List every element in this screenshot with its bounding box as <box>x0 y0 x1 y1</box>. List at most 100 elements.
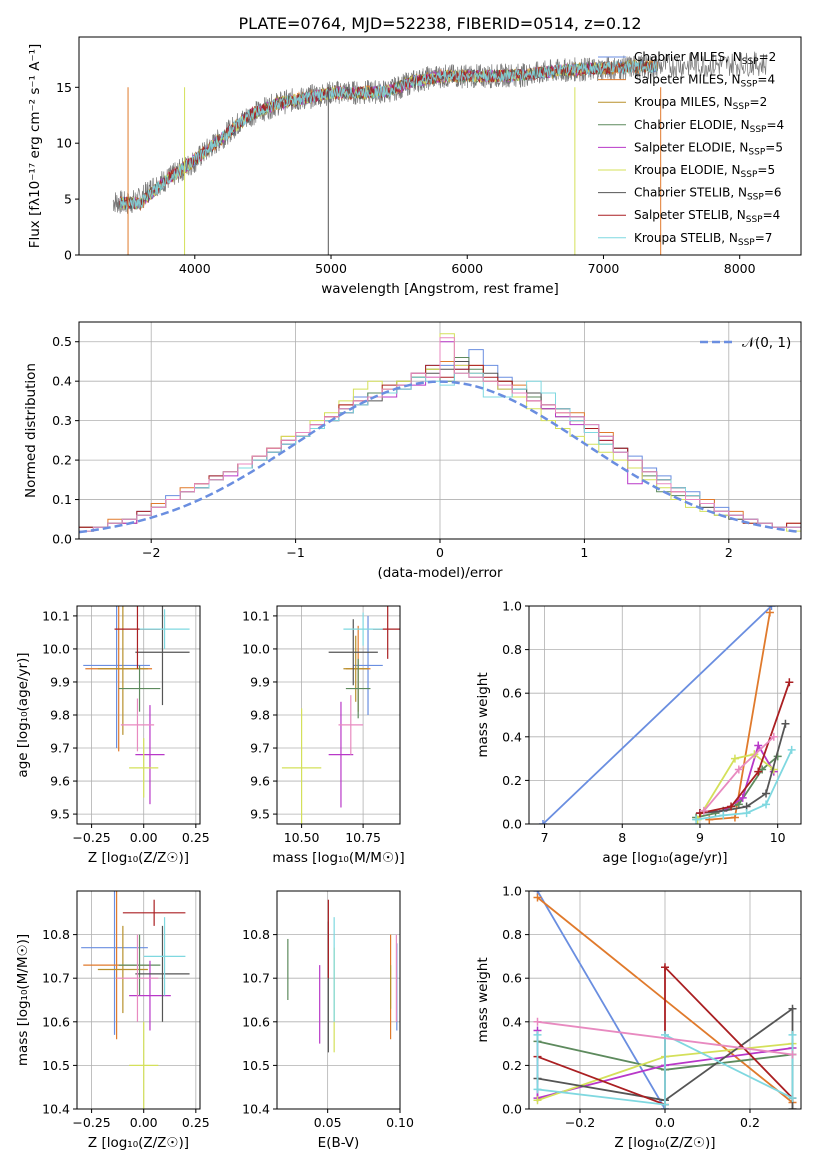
legend-entry: Salpeter STELIB, NSSP=4 <box>634 208 780 225</box>
y-tick-label: 9.7 <box>50 741 70 756</box>
y-tick-label: 10.1 <box>242 608 270 623</box>
weight-marker <box>692 815 701 824</box>
y-axis-label: mass weight <box>475 957 491 1042</box>
x-tick-label: 0 <box>436 545 444 560</box>
y-tick-label: 0.3 <box>52 413 72 428</box>
normal-curve <box>79 380 801 534</box>
y-tick-label: 9.9 <box>50 674 70 689</box>
y-tick-label: 10.7 <box>42 971 70 986</box>
x-tick-label: 0.05 <box>314 1115 342 1130</box>
x-tick-label: 0.00 <box>130 1115 158 1130</box>
y-tick-label: 10.6 <box>242 1014 270 1029</box>
y-tick-label: 9.8 <box>50 708 70 723</box>
plot-area <box>83 606 190 805</box>
weight-marker <box>719 811 728 820</box>
y-tick-label: 0.0 <box>52 532 72 547</box>
weight-marker <box>738 793 747 802</box>
weight-marker <box>661 1100 669 1109</box>
plot-area <box>281 606 400 824</box>
weight-marker <box>788 1094 797 1103</box>
y-axis-label: Flux [fλ10⁻¹⁷ erg cm⁻² s⁻¹ A⁻¹] <box>27 44 43 249</box>
y-tick-label: 1.0 <box>502 884 522 899</box>
plot-area <box>538 606 796 824</box>
weight-marker <box>533 1017 542 1026</box>
weight-marker <box>533 1085 542 1094</box>
x-axis-label: Z [log₁₀(Z/Z☉)] <box>614 1135 715 1151</box>
x-tick-label: 0.0 <box>655 1115 675 1130</box>
legend-entry: 𝒩(0, 1) <box>742 335 791 351</box>
y-tick-label: 0.2 <box>502 1058 522 1073</box>
x-tick-label: 0.10 <box>386 1115 414 1130</box>
x-tick-label: 8000 <box>724 261 756 276</box>
weight-marker <box>788 1050 797 1059</box>
weight-marker <box>699 806 708 815</box>
weight-marker <box>754 767 763 776</box>
x-tick-label: −0.25 <box>72 830 110 845</box>
x-axis-label: E(B-V) <box>318 1135 360 1151</box>
y-tick-label: 0.8 <box>502 642 522 657</box>
x-tick-label: −0.25 <box>72 1115 110 1130</box>
axes-frame <box>76 605 201 825</box>
model-spectrum-line <box>119 59 658 210</box>
y-tick-label: 9.6 <box>50 774 70 789</box>
legend-entry: Kroupa ELODIE, NSSP=5 <box>634 163 775 180</box>
histogram-step <box>79 337 801 539</box>
x-tick-label: 10 <box>770 830 786 845</box>
weight-marker <box>533 1096 542 1105</box>
y-tick-label: 0.0 <box>502 1102 522 1117</box>
legend: Chabrier MILES, NSSP=2 Salpeter MILES, NS… <box>598 50 784 248</box>
y-tick-label: 0.2 <box>502 773 522 788</box>
panel-mass_vs_Z: −0.25 0.00 0.25 10.4 10.5 10.6 10.7 10.8 Z [log₁… <box>15 890 210 1151</box>
weight-marker <box>730 754 739 763</box>
y-tick-label: 9.8 <box>250 708 270 723</box>
y-tick-label: 10.8 <box>242 927 270 942</box>
weight-marker <box>734 765 743 774</box>
y-tick-label: 10 <box>56 136 72 151</box>
weight-marker <box>769 732 778 741</box>
x-tick-label: 2 <box>725 545 733 560</box>
axes-frame <box>528 890 802 1110</box>
weight-line <box>699 682 791 814</box>
x-tick-label: 0.25 <box>182 830 210 845</box>
plot-area <box>112 51 767 255</box>
y-tick-label: 0.4 <box>502 729 522 744</box>
legend-entry: Kroupa STELIB, NSSP=7 <box>634 231 772 248</box>
model-spectrum-line <box>119 62 604 209</box>
x-axis-label: (data-model)/error <box>377 565 503 581</box>
axes-frame <box>528 605 802 825</box>
axes-frame <box>76 890 201 1110</box>
weight-marker <box>767 606 776 610</box>
legend-entry: Salpeter ELODIE, NSSP=5 <box>634 140 783 157</box>
weight-line <box>709 612 771 821</box>
y-tick-label: 10.6 <box>42 1014 70 1029</box>
x-axis-label: wavelength [Angstrom, rest frame] <box>321 281 559 297</box>
axes-frame <box>78 36 802 256</box>
panel-mass_vs_EBV: 0.05 0.10 10.4 10.5 10.6 10.7 10.8 E(B-V) <box>242 890 414 1151</box>
weight-line <box>536 891 666 1109</box>
y-tick-label: 10.5 <box>42 1058 70 1073</box>
x-axis-label: Z [log₁₀(Z/Z☉)] <box>88 850 189 866</box>
plot-area <box>533 891 797 1109</box>
x-tick-label: −1 <box>286 545 304 560</box>
y-tick-label: 10.0 <box>42 641 70 656</box>
y-tick-label: 0.8 <box>502 927 522 942</box>
weight-marker <box>788 1004 797 1013</box>
x-tick-label: 10.50 <box>284 830 320 845</box>
weight-marker <box>788 1030 797 1039</box>
panel-spectrum: 4000 5000 6000 7000 8000 0 5 10 15 wavelength [An… <box>27 36 802 297</box>
weight-marker <box>762 800 771 809</box>
y-tick-label: 0.1 <box>52 492 72 507</box>
x-axis-label: Z [log₁₀(Z/Z☉)] <box>88 1135 189 1151</box>
x-tick-label: 0.2 <box>740 1115 760 1130</box>
y-tick-label: 0.6 <box>502 686 522 701</box>
weight-marker <box>533 893 542 902</box>
y-tick-label: 0 <box>64 248 72 263</box>
weight-marker <box>785 678 794 687</box>
panel-age_vs_Z: −0.25 0.00 0.25 9.5 9.6 9.7 9.8 9.9 10.0 10.1 Z [l… <box>15 605 210 866</box>
y-tick-label: 0.4 <box>502 1014 522 1029</box>
figure-title: PLATE=0764, MJD=52238, FIBERID=0514, z=0… <box>238 14 641 33</box>
weight-marker <box>742 809 751 818</box>
axes-frame <box>78 321 802 540</box>
y-tick-label: 10.5 <box>242 1058 270 1073</box>
y-tick-label: 10.4 <box>242 1102 270 1117</box>
